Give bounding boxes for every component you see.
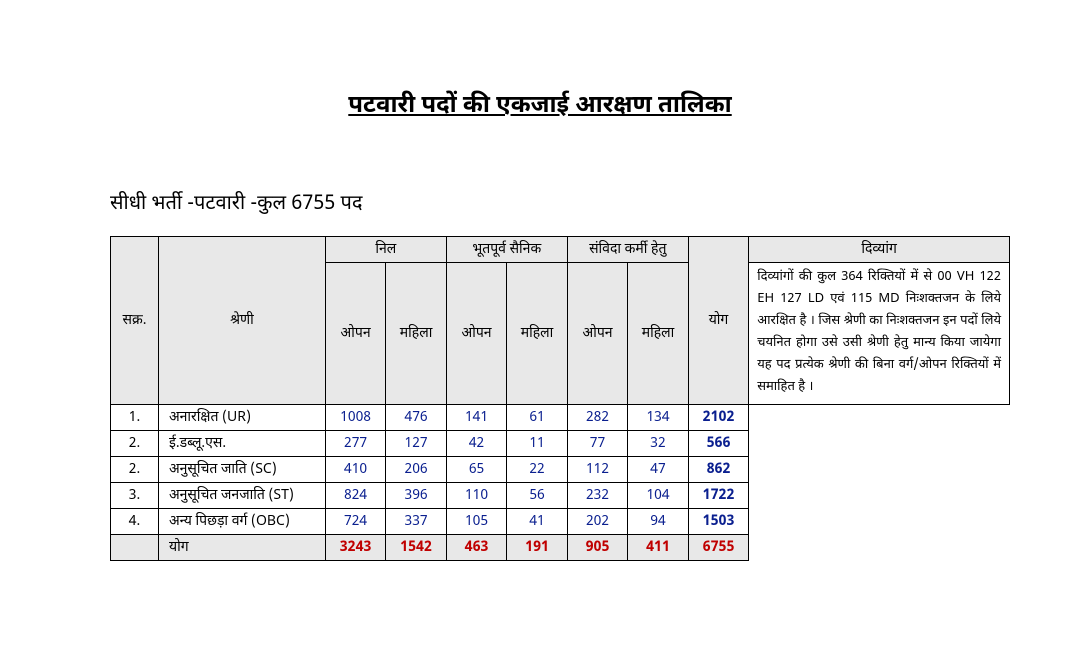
cell-ex-mahila: 61 bbox=[507, 404, 567, 430]
cell-category: ई.डब्लू.एस. bbox=[158, 430, 325, 456]
page-subtitle: सीधी भर्ती -पटवारी -कुल 6755 पद bbox=[110, 192, 1080, 218]
cell-sno: 2. bbox=[111, 430, 159, 456]
cell-sv-mahila: 134 bbox=[628, 404, 689, 430]
cell-sno bbox=[111, 534, 159, 560]
cell-sv-mahila: 47 bbox=[628, 456, 689, 482]
table-row: 3.अनुसूचित जनजाति (ST)824396110562321041… bbox=[111, 482, 1010, 508]
cell-sv-mahila: 32 bbox=[628, 430, 689, 456]
cell-ex-mahila: 22 bbox=[507, 456, 567, 482]
cell-nil-open: 824 bbox=[325, 482, 385, 508]
cell-nil-mahila: 396 bbox=[386, 482, 447, 508]
cell-total: 862 bbox=[688, 456, 748, 482]
table-row: 2.ई.डब्लू.एस.27712742117732566 bbox=[111, 430, 1010, 456]
cell-sv-mahila: 104 bbox=[628, 482, 689, 508]
reservation-table-wrap: सक्र. श्रेणी निल भूतपूर्व सैनिक संविदा क… bbox=[110, 236, 1010, 561]
cell-ex-open: 141 bbox=[446, 404, 506, 430]
cell-ex-open: 42 bbox=[446, 430, 506, 456]
cell-sv-open: 282 bbox=[567, 404, 627, 430]
cell-ex-open: 463 bbox=[446, 534, 506, 560]
cell-category: अन्य पिछड़ा वर्ग (OBC) bbox=[158, 508, 325, 534]
th-divyang: दिव्यांग bbox=[749, 237, 1010, 263]
cell-category: अनुसूचित जनजाति (ST) bbox=[158, 482, 325, 508]
table-body: 1.अनारक्षित (UR)10084761416128213421022.… bbox=[111, 404, 1010, 560]
divyang-note: दिव्यांगों की कुल 364 रिक्तियों में से 0… bbox=[749, 263, 1010, 405]
cell-ex-open: 110 bbox=[446, 482, 506, 508]
th-sv-mahila: महिला bbox=[628, 263, 689, 405]
cell-sv-open: 905 bbox=[567, 534, 627, 560]
cell-total: 1503 bbox=[688, 508, 748, 534]
cell-nil-open: 3243 bbox=[325, 534, 385, 560]
cell-ex-open: 105 bbox=[446, 508, 506, 534]
cell-ex-mahila: 191 bbox=[507, 534, 567, 560]
cell-sno: 1. bbox=[111, 404, 159, 430]
cell-nil-mahila: 1542 bbox=[386, 534, 447, 560]
cell-ex-open: 65 bbox=[446, 456, 506, 482]
th-ex-open: ओपन bbox=[446, 263, 506, 405]
cell-nil-mahila: 127 bbox=[386, 430, 447, 456]
table-footer-row: योग324315424631919054116755 bbox=[111, 534, 1010, 560]
cell-category: अनारक्षित (UR) bbox=[158, 404, 325, 430]
th-nil: निल bbox=[325, 237, 446, 263]
cell-nil-open: 410 bbox=[325, 456, 385, 482]
cell-nil-open: 724 bbox=[325, 508, 385, 534]
th-ex-service: भूतपूर्व सैनिक bbox=[446, 237, 567, 263]
cell-sv-mahila: 94 bbox=[628, 508, 689, 534]
th-total: योग bbox=[688, 237, 748, 405]
cell-total: 2102 bbox=[688, 404, 748, 430]
cell-total: 566 bbox=[688, 430, 748, 456]
cell-total: 6755 bbox=[688, 534, 748, 560]
th-sno: सक्र. bbox=[111, 237, 159, 405]
table-row: 2.अनुसूचित जाति (SC)410206652211247862 bbox=[111, 456, 1010, 482]
cell-ex-mahila: 56 bbox=[507, 482, 567, 508]
cell-sno: 2. bbox=[111, 456, 159, 482]
th-ex-mahila: महिला bbox=[507, 263, 567, 405]
th-category: श्रेणी bbox=[158, 237, 325, 405]
th-nil-mahila: महिला bbox=[386, 263, 447, 405]
cell-sno: 4. bbox=[111, 508, 159, 534]
cell-sv-open: 112 bbox=[567, 456, 627, 482]
th-nil-open: ओपन bbox=[325, 263, 385, 405]
page-title: पटवारी पदों की एकजाई आरक्षण तालिका bbox=[0, 90, 1080, 122]
cell-sv-open: 77 bbox=[567, 430, 627, 456]
cell-category: योग bbox=[158, 534, 325, 560]
table-row: 1.अनारक्षित (UR)1008476141612821342102 bbox=[111, 404, 1010, 430]
cell-nil-mahila: 206 bbox=[386, 456, 447, 482]
table-row: 4.अन्य पिछड़ा वर्ग (OBC)7243371054120294… bbox=[111, 508, 1010, 534]
th-sv-open: ओपन bbox=[567, 263, 627, 405]
cell-sv-mahila: 411 bbox=[628, 534, 689, 560]
cell-sno: 3. bbox=[111, 482, 159, 508]
th-samvida: संविदा कर्मी हेतु bbox=[567, 237, 688, 263]
reservation-table: सक्र. श्रेणी निल भूतपूर्व सैनिक संविदा क… bbox=[110, 236, 1010, 561]
cell-category: अनुसूचित जाति (SC) bbox=[158, 456, 325, 482]
cell-ex-mahila: 41 bbox=[507, 508, 567, 534]
cell-nil-open: 277 bbox=[325, 430, 385, 456]
cell-sv-open: 202 bbox=[567, 508, 627, 534]
cell-nil-mahila: 337 bbox=[386, 508, 447, 534]
cell-ex-mahila: 11 bbox=[507, 430, 567, 456]
cell-nil-open: 1008 bbox=[325, 404, 385, 430]
cell-nil-mahila: 476 bbox=[386, 404, 447, 430]
cell-sv-open: 232 bbox=[567, 482, 627, 508]
cell-total: 1722 bbox=[688, 482, 748, 508]
